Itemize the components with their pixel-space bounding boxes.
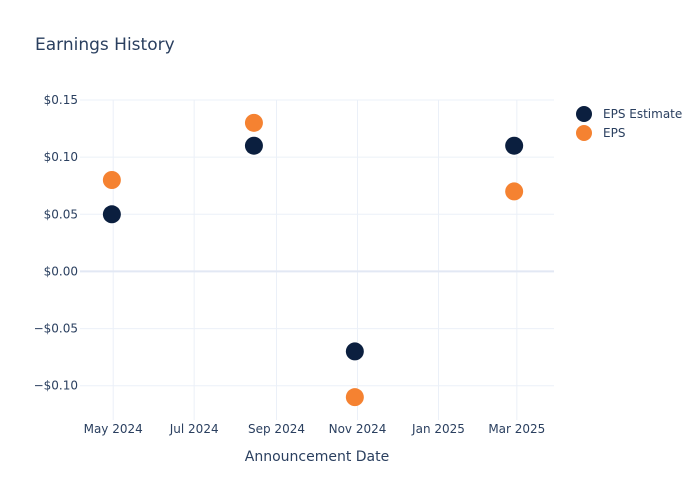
eps-estimate-point [505,136,524,155]
x-tick-label: May 2024 [84,422,143,436]
y-tick-label: $0.05 [44,207,78,221]
eps-point [102,171,121,189]
eps-estimate-point [244,136,263,155]
chart-title: Earnings History [35,35,175,55]
y-tick-label: $0.15 [44,93,78,107]
x-tick-label: Mar 2025 [488,422,545,436]
data-points [102,113,524,407]
x-tick-label: Sep 2024 [248,422,305,436]
y-axis-ticks: $0.15 $0.10 $0.05 $0.00 −$0.05 −$0.10 [34,93,78,393]
y-tick-label: −$0.05 [34,322,78,336]
x-tick-label: Jul 2024 [169,422,219,436]
y-tick-label: $0.00 [44,264,78,278]
y-tick-label: $0.10 [44,150,78,164]
eps-estimate-point [345,342,364,361]
x-tick-label: Jan 2025 [411,422,465,436]
legend-marker [576,125,592,141]
legend-label: EPS [603,126,625,140]
eps-point [505,182,524,201]
eps-estimate-point [102,205,121,224]
x-axis-title: Announcement Date [245,449,389,465]
y-tick-label: −$0.10 [34,379,78,393]
eps-point [244,113,263,132]
x-axis-ticks: May 2024 Jul 2024 Sep 2024 Nov 2024 Jan 2025… [84,422,546,436]
legend-marker [576,106,592,122]
eps-point [345,388,364,407]
legend-label: EPS Estimate [603,107,682,121]
x-tick-label: Nov 2024 [329,422,387,436]
grid [80,99,554,420]
legend: EPS Estimate EPS [576,106,682,141]
